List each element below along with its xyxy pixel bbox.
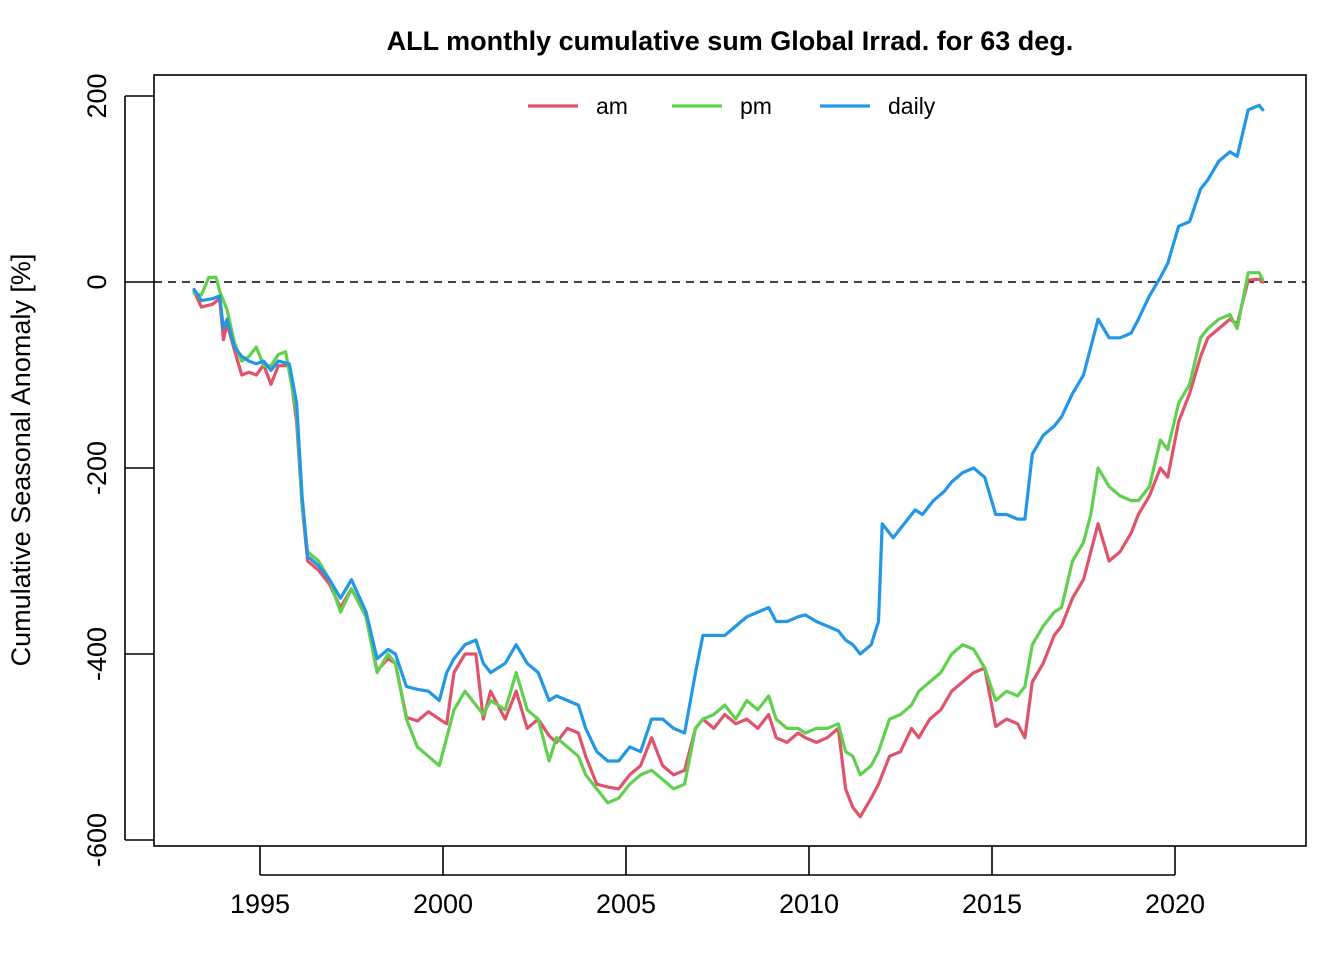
x-tick-label: 2005	[596, 889, 656, 919]
plot-frame	[153, 74, 1307, 847]
legend-label-am: am	[596, 93, 628, 119]
y-tick-label: 200	[82, 73, 112, 118]
y-axis-title: Cumulative Seasonal Anomaly [%]	[6, 254, 36, 667]
x-tick-label: 1995	[230, 889, 290, 919]
x-tick-label: 2015	[962, 889, 1022, 919]
legend-label-daily: daily	[888, 93, 936, 119]
series-group	[192, 103, 1265, 819]
x-tick-label: 2020	[1145, 889, 1205, 919]
y-tick-label: 0	[82, 274, 112, 289]
y-tick-label: -200	[82, 441, 112, 495]
x-tick-label: 2000	[413, 889, 473, 919]
x-tick-label: 2010	[779, 889, 839, 919]
y-axis: -600 -400 -200 0 200	[82, 73, 154, 867]
series-line-daily	[192, 103, 1265, 763]
x-axis: 1995 2000 2005 2010 2015 2020	[230, 846, 1205, 919]
series-line-pm	[192, 271, 1265, 805]
y-tick-label: -400	[82, 627, 112, 681]
series-line-am	[192, 277, 1265, 819]
legend: am pm daily	[528, 93, 936, 119]
y-tick-label: -600	[82, 813, 112, 867]
legend-label-pm: pm	[740, 93, 772, 119]
chart-title: ALL monthly cumulative sum Global Irrad.…	[387, 26, 1074, 56]
